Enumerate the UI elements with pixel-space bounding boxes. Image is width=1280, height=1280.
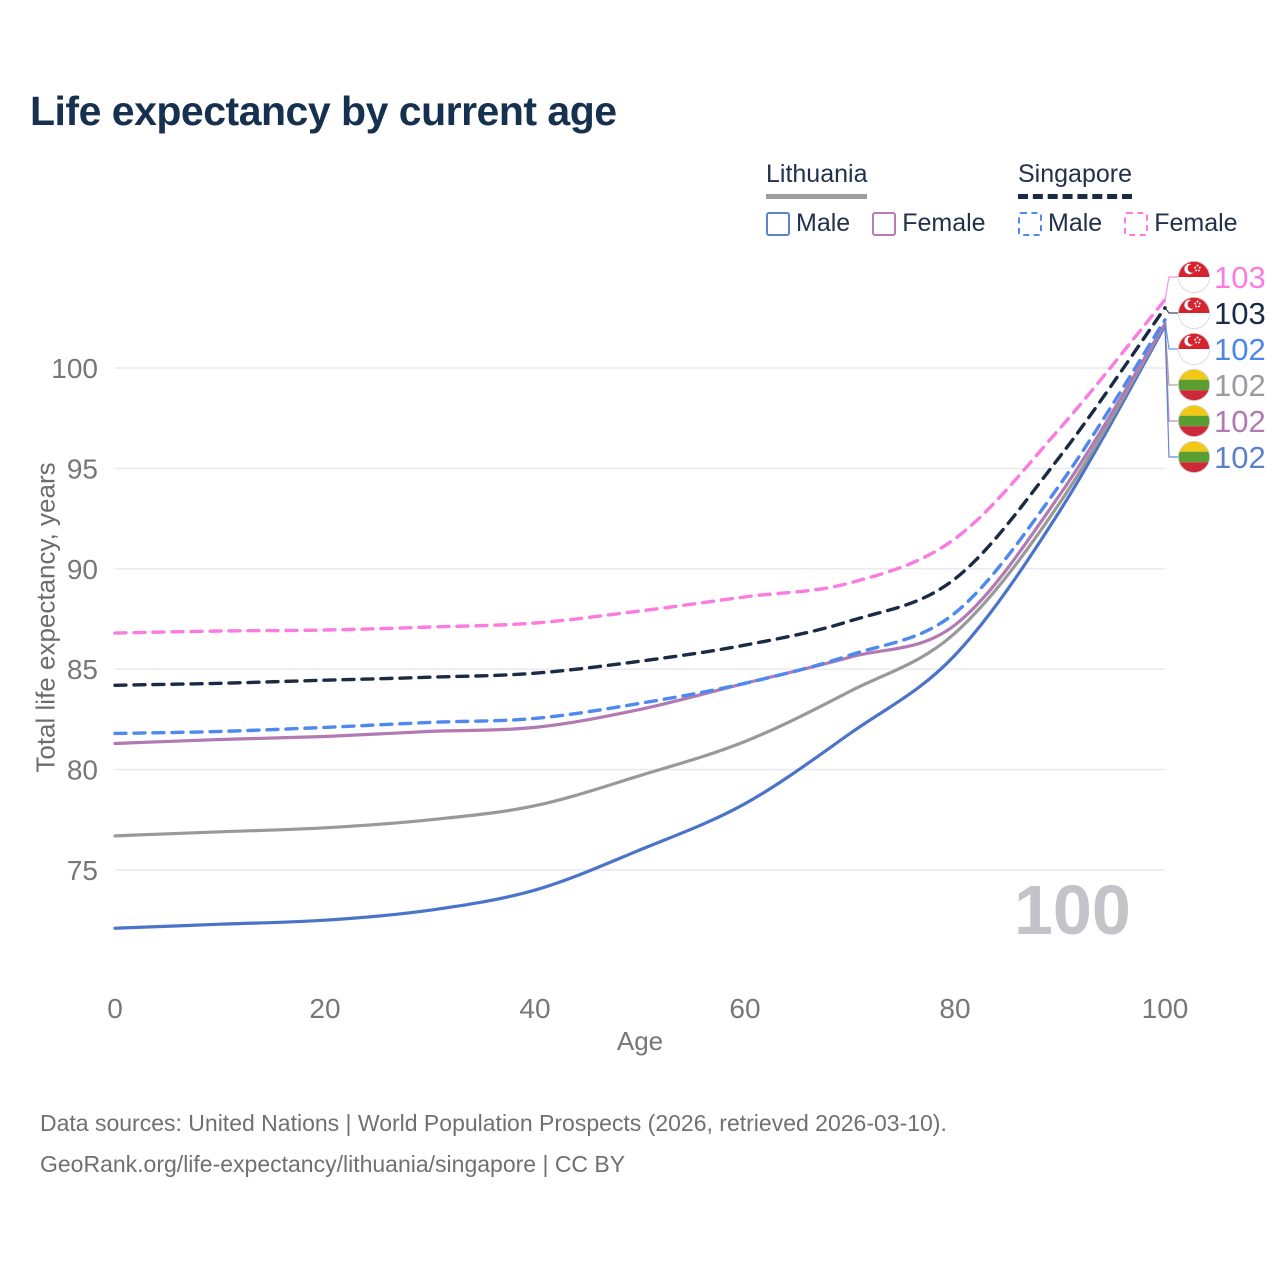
footer: Data sources: United Nations | World Pop… xyxy=(40,1103,947,1185)
y-tick-label-95: 95 xyxy=(67,453,98,484)
footer-attribution: GeoRank.org/life-expectancy/lithuania/si… xyxy=(40,1151,626,1177)
flag-icon-sg xyxy=(1178,333,1210,365)
sg-star xyxy=(1195,305,1198,308)
x-axis-title: Age xyxy=(617,1026,663,1056)
end-label-connector xyxy=(1164,319,1178,350)
flag-icon-lt xyxy=(1178,405,1210,437)
end-label-value-singapore-male: 102 xyxy=(1214,332,1266,367)
end-label-connector xyxy=(1164,325,1178,458)
legend-swatch-icon xyxy=(1124,211,1149,236)
y-tick-label-100: 100 xyxy=(51,353,98,384)
sg-star xyxy=(1197,269,1200,272)
flag-border xyxy=(1178,404,1211,437)
sg-star xyxy=(1195,341,1198,344)
lt-flag-green xyxy=(1178,415,1210,427)
series-line-lithuania-female xyxy=(113,322,1167,746)
lt-flag-red xyxy=(1178,462,1210,473)
legend-country-lithuania[interactable]: Lithuania xyxy=(766,160,868,199)
chart-title: Life expectancy by current age xyxy=(30,88,617,134)
x-tick-label-100: 100 xyxy=(1142,993,1189,1024)
footer-data-sources: Data sources: United Nations | World Pop… xyxy=(40,1110,947,1136)
lt-flag-yellow xyxy=(1178,441,1210,452)
legend-country-singapore[interactable]: Singapore xyxy=(1018,160,1132,199)
flag-icon-sg xyxy=(1178,297,1210,329)
sg-star xyxy=(1194,266,1197,269)
legend-item-singapore-female[interactable]: Female xyxy=(1124,209,1238,238)
end-label-value-singapore-female: 103 xyxy=(1214,260,1266,295)
legend-group-singapore: Singapore Male Female xyxy=(1018,160,1238,238)
sg-star xyxy=(1196,264,1199,267)
lt-flag-red xyxy=(1178,390,1210,401)
y-tick-label-90: 90 xyxy=(67,554,98,585)
sg-crescent-cut xyxy=(1187,300,1197,309)
end-label-connector xyxy=(1164,307,1178,314)
lt-flag-red xyxy=(1178,426,1210,437)
end-label-value-lithuania-all: 102 xyxy=(1214,368,1266,403)
end-label-value-lithuania-male: 102 xyxy=(1214,440,1266,475)
legend-group-lithuania: Lithuania Male Female xyxy=(766,160,986,238)
y-tick-label-75: 75 xyxy=(67,855,98,886)
legend-item-label: Female xyxy=(1154,209,1238,237)
legend-items-lithuania: Male Female xyxy=(766,209,986,238)
y-tick-label-80: 80 xyxy=(67,755,98,786)
legend-item-lithuania-female[interactable]: Female xyxy=(872,209,986,238)
legend-item-label: Male xyxy=(1048,209,1103,237)
legend-item-lithuania-male[interactable]: Male xyxy=(766,209,850,238)
lt-flag-green xyxy=(1178,451,1210,463)
series-line-singapore-all xyxy=(113,306,1167,687)
sg-star xyxy=(1198,302,1201,305)
sg-star xyxy=(1197,305,1200,308)
sg-star xyxy=(1198,266,1201,269)
legend-swatch-icon xyxy=(766,211,790,236)
x-tick-label-20: 20 xyxy=(309,993,340,1024)
lt-flag-green xyxy=(1178,379,1210,391)
series-line-singapore-female xyxy=(113,298,1167,635)
series-line-singapore-male xyxy=(113,318,1167,736)
series-line-lithuania-all xyxy=(113,322,1167,838)
x-tick-label-60: 60 xyxy=(729,993,760,1024)
sg-star xyxy=(1194,338,1197,341)
legend-items-singapore: Male Female xyxy=(1018,209,1238,238)
flag-border xyxy=(1178,296,1211,329)
sg-star xyxy=(1198,338,1201,341)
legend-item-label: Male xyxy=(796,209,851,237)
flag-border xyxy=(1178,332,1211,365)
legend-swatch-icon xyxy=(872,211,897,236)
flag-border xyxy=(1178,440,1211,473)
legend-swatch-icon xyxy=(1018,211,1042,236)
flag-border xyxy=(1178,368,1211,401)
sg-crescent-cut xyxy=(1187,336,1197,345)
sg-star xyxy=(1197,341,1200,344)
sg-crescent-cut xyxy=(1187,264,1197,273)
end-label-connector xyxy=(1164,276,1178,300)
flag-icon-lt xyxy=(1178,369,1210,401)
flag-icon-lt xyxy=(1178,441,1210,473)
flag-border xyxy=(1178,260,1211,293)
x-tick-label-40: 40 xyxy=(519,993,550,1024)
series-line-lithuania-male xyxy=(113,324,1167,930)
legend-item-singapore-male[interactable]: Male xyxy=(1018,209,1102,238)
lt-flag-yellow xyxy=(1178,369,1210,380)
sg-star xyxy=(1196,300,1199,303)
y-tick-label-85: 85 xyxy=(67,654,98,685)
age-counter-watermark: 100 xyxy=(1014,871,1131,949)
flag-icon-sg xyxy=(1178,261,1210,293)
legend-item-label: Female xyxy=(902,209,986,237)
sg-star xyxy=(1195,269,1198,272)
x-tick-label-80: 80 xyxy=(939,993,970,1024)
end-label-value-singapore-all: 103 xyxy=(1214,296,1266,331)
end-label-value-lithuania-female: 102 xyxy=(1214,404,1266,439)
lt-flag-yellow xyxy=(1178,405,1210,416)
x-tick-label-0: 0 xyxy=(107,993,123,1024)
sg-star xyxy=(1196,336,1199,339)
sg-star xyxy=(1194,302,1197,305)
